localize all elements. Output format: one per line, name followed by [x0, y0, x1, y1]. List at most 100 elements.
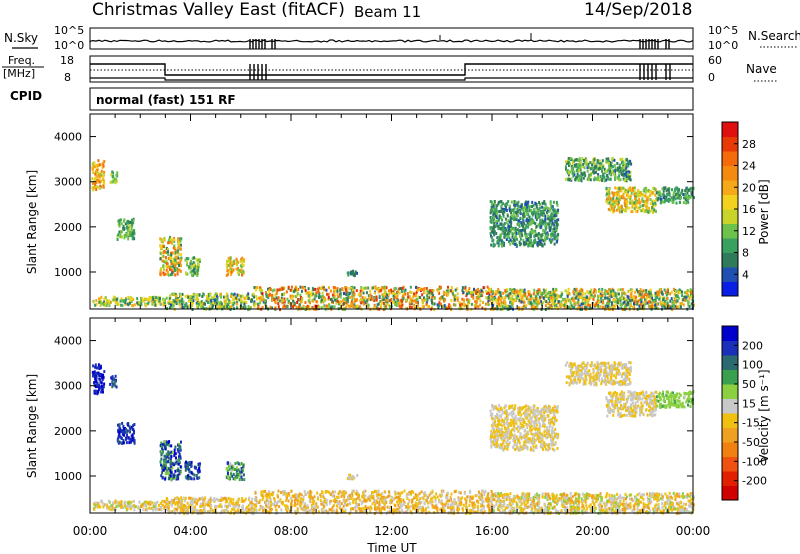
echo-cell [577, 298, 580, 302]
echo-cell [202, 292, 205, 296]
echo-cell [685, 194, 688, 198]
echo-cell [649, 294, 652, 298]
echo-cell [544, 235, 547, 239]
echo-cell [614, 294, 617, 298]
echo-cell [673, 292, 676, 296]
echo-cell [233, 297, 236, 301]
echo-cell [165, 452, 168, 456]
echo-cell [499, 303, 502, 307]
echo-cell [360, 301, 363, 305]
echo-cell [552, 200, 555, 204]
echo-cell [461, 286, 464, 290]
echo-cell [519, 242, 522, 246]
echo-cell [547, 214, 550, 218]
echo-cell [522, 206, 525, 210]
echo-cell [388, 299, 391, 303]
echo-cell [260, 291, 263, 295]
echo-cell [525, 242, 527, 246]
echo-cell [578, 159, 581, 163]
echo-cell [693, 196, 695, 200]
echo-cell [399, 301, 402, 305]
echo-cell [516, 237, 518, 241]
echo-cell [628, 175, 631, 179]
echo-cell [168, 240, 171, 244]
echo-cell [482, 290, 485, 294]
echo-cell [164, 468, 167, 472]
echo-cell [590, 173, 592, 177]
echo-cell [607, 300, 610, 304]
echo-cell [97, 159, 100, 163]
echo-cell [579, 161, 582, 165]
echo-cell [330, 305, 332, 309]
echo-cell [640, 292, 643, 296]
echo-cell [164, 272, 167, 276]
echo-cell [651, 199, 654, 203]
echo-cell [320, 300, 323, 304]
echo-cell [532, 299, 535, 303]
echo-cell [247, 305, 250, 309]
echo-cell [103, 173, 106, 177]
echo-cell [532, 229, 535, 233]
echo-cell [245, 296, 248, 300]
echo-cell [225, 263, 228, 267]
echo-cell [645, 196, 648, 199]
echo-cell [172, 475, 175, 478]
echo-cell [94, 165, 97, 169]
echo-cell [392, 294, 395, 298]
echo-cell [163, 301, 166, 305]
echo-cell [241, 258, 244, 262]
echo-cell [225, 297, 228, 301]
echo-cell [663, 194, 666, 198]
echo-cell [549, 296, 552, 300]
echo-cell [170, 240, 173, 244]
echo-cell [279, 288, 282, 291]
echo-cell [509, 209, 511, 213]
echo-cell [665, 195, 668, 199]
echo-cell [311, 306, 314, 310]
echo-cell [491, 292, 494, 296]
echo-cell [125, 436, 128, 440]
echo-cell [490, 297, 493, 301]
y-tick-label: 1000 [54, 266, 82, 279]
echo-cell [571, 305, 574, 309]
echo-cell [575, 158, 578, 162]
echo-cell [122, 441, 125, 445]
echo-cell [581, 173, 584, 177]
echo-cell [629, 304, 632, 308]
echo-cell [610, 289, 613, 293]
echo-cell [380, 286, 383, 290]
echo-cell [238, 474, 241, 478]
echo-cell [208, 305, 211, 309]
echo-cell [416, 289, 419, 293]
echo-cell [151, 302, 154, 306]
echo-cell [163, 273, 166, 277]
colorbar-tick-label: 12 [742, 225, 756, 238]
echo-cell [510, 211, 513, 215]
echo-cell [541, 244, 544, 248]
echo-cell [279, 308, 281, 312]
echo-cell [109, 382, 112, 386]
echo-cell [349, 304, 352, 308]
echo-cell [169, 465, 172, 469]
echo-cell [297, 288, 300, 291]
echo-cell [510, 221, 513, 225]
echo-cell [113, 178, 116, 182]
echo-cell [521, 217, 524, 221]
echo-cell [341, 287, 344, 290]
echo-cell [623, 190, 626, 194]
echo-cell [243, 300, 246, 304]
echo-cell [629, 194, 632, 198]
echo-cell [555, 304, 558, 307]
echo-cell [161, 499, 164, 503]
echo-cell [520, 221, 523, 225]
echo-cell [99, 377, 102, 381]
echo-cell [533, 306, 536, 310]
echo-cell [256, 306, 259, 310]
echo-cell [525, 219, 528, 223]
echo-cell [356, 298, 358, 302]
echo-cell [253, 300, 256, 304]
echo-cell [638, 290, 641, 294]
echo-cell [348, 295, 351, 299]
echo-cell [241, 256, 244, 260]
echo-cell [410, 291, 413, 295]
